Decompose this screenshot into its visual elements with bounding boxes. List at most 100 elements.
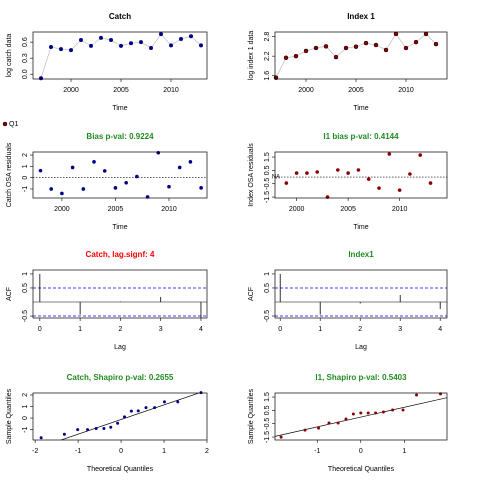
panel: I1, Shapiro p-val: 0.5403 Theoretical Qua… [248, 373, 448, 473]
x-tick-label: -1 [314, 448, 320, 455]
data-point [129, 409, 133, 413]
panel: Catch Time log catch data 2000 2005 2010 0.0 0.… [6, 12, 208, 112]
y-tick-label: 1 [22, 272, 29, 276]
panel: Catch, lag.signf: 4 Lag ACF 0 1 2 3 4 -0.5 0.5 1 [6, 250, 208, 351]
data-point [129, 41, 133, 46]
data-point [60, 191, 64, 196]
y-axis-label: Catch OSA residuals [6, 142, 13, 207]
data-point [351, 412, 355, 416]
qq-line [275, 397, 447, 437]
data-point [109, 425, 113, 429]
data-point [303, 48, 309, 54]
data-point [391, 408, 395, 412]
data-point [374, 411, 378, 415]
data-point [169, 43, 173, 48]
panel-frame [274, 151, 448, 199]
data-point [49, 187, 54, 191]
data-point [179, 36, 183, 41]
y-axis-label: log catch data [6, 34, 13, 78]
panel-frame [32, 31, 208, 80]
y-tick-label: -1.5 [264, 191, 271, 203]
y-axis-label: log index 1 data [248, 31, 255, 81]
x-tick-label: 2005 [113, 87, 129, 94]
x-tick-label: 0 [278, 326, 282, 333]
panel-frame [274, 31, 448, 80]
data-point [413, 39, 419, 45]
data-line [40, 33, 202, 79]
panel: Catch, Shapiro p-val: 0.2655 Theoretical … [6, 373, 209, 473]
data-point [76, 428, 80, 432]
data-point [279, 435, 283, 439]
x-axis-label: Time [112, 105, 127, 112]
data-point [92, 160, 96, 164]
data-point [336, 168, 340, 172]
data-point [366, 177, 371, 181]
y-tick-label: -1.5 [264, 431, 271, 443]
legend-marker [2, 121, 8, 127]
x-tick-label: 2 [205, 448, 209, 455]
panel: Bias p-val: 0.9224 Time Catch OSA residual… [6, 132, 208, 231]
x-tick-label: 1 [318, 326, 322, 333]
data-point [393, 31, 399, 37]
panel-title: I1, Shapiro p-val: 0.5403 [315, 373, 407, 382]
y-tick-label: 1.5 [264, 392, 271, 402]
legend-label: Q1 [9, 121, 18, 128]
data-point [188, 160, 193, 164]
data-line [275, 33, 437, 78]
data-point [59, 47, 63, 52]
y-tick-label: 0.5 [264, 283, 271, 293]
data-point [381, 410, 385, 414]
y-tick-label: 2 [22, 153, 29, 157]
data-point [373, 42, 379, 48]
data-point [397, 188, 402, 192]
data-point [113, 186, 118, 190]
y-tick-label: -1 [22, 426, 29, 432]
data-point [423, 31, 429, 37]
data-point [283, 55, 289, 61]
data-point [359, 411, 363, 415]
data-point [159, 32, 163, 37]
x-tick-label: 2 [358, 326, 362, 333]
data-point [323, 44, 329, 49]
panel-title: Catch, Shapiro p-val: 0.2655 [67, 373, 174, 382]
panel: I1 bias p-val: 0.4144 Time Index OSA resid… [248, 132, 448, 231]
panel: Index1 Lag ACF 0 1 2 3 4 -0.5 0.5 1 [248, 250, 448, 351]
annotation: NA [272, 175, 280, 181]
data-point [303, 428, 307, 432]
y-axis-label: Sample Quantiles [248, 388, 255, 444]
x-tick-label: 0 [119, 448, 123, 455]
x-tick-label: 1 [402, 448, 406, 455]
data-point [346, 171, 350, 175]
data-point [408, 172, 412, 176]
data-point [344, 417, 348, 421]
y-tick-label: 1 [22, 164, 29, 168]
data-point [313, 45, 319, 51]
x-tick-label: 2005 [108, 206, 124, 213]
y-tick-label: -0.5 [22, 310, 29, 322]
x-axis-label: Lag [114, 344, 126, 351]
x-tick-label: 4 [438, 326, 442, 333]
y-tick-label: 0 [22, 176, 29, 180]
data-point [336, 421, 340, 425]
x-tick-label: 2010 [392, 206, 408, 213]
y-axis-label: ACF [6, 287, 13, 301]
data-point [124, 180, 128, 185]
panel-title: Index1 [348, 250, 374, 259]
x-tick-label: 0 [38, 326, 42, 333]
data-point [89, 43, 93, 48]
x-tick-label: 4 [199, 326, 203, 333]
x-tick-label: 1 [162, 448, 166, 455]
data-point [69, 48, 73, 53]
data-point [38, 168, 43, 173]
y-tick-label: -0.5 [264, 418, 271, 430]
data-point [102, 426, 106, 430]
panel-frame [32, 151, 208, 199]
y-axis-label: Sample Quantiles [6, 388, 13, 444]
data-point [135, 174, 139, 179]
y-tick-label: 0.6 [22, 37, 29, 47]
data-point [39, 436, 43, 440]
y-tick-label: 0.0 [22, 69, 29, 79]
data-point [156, 150, 161, 155]
y-tick-label: 2.2 [264, 51, 271, 61]
